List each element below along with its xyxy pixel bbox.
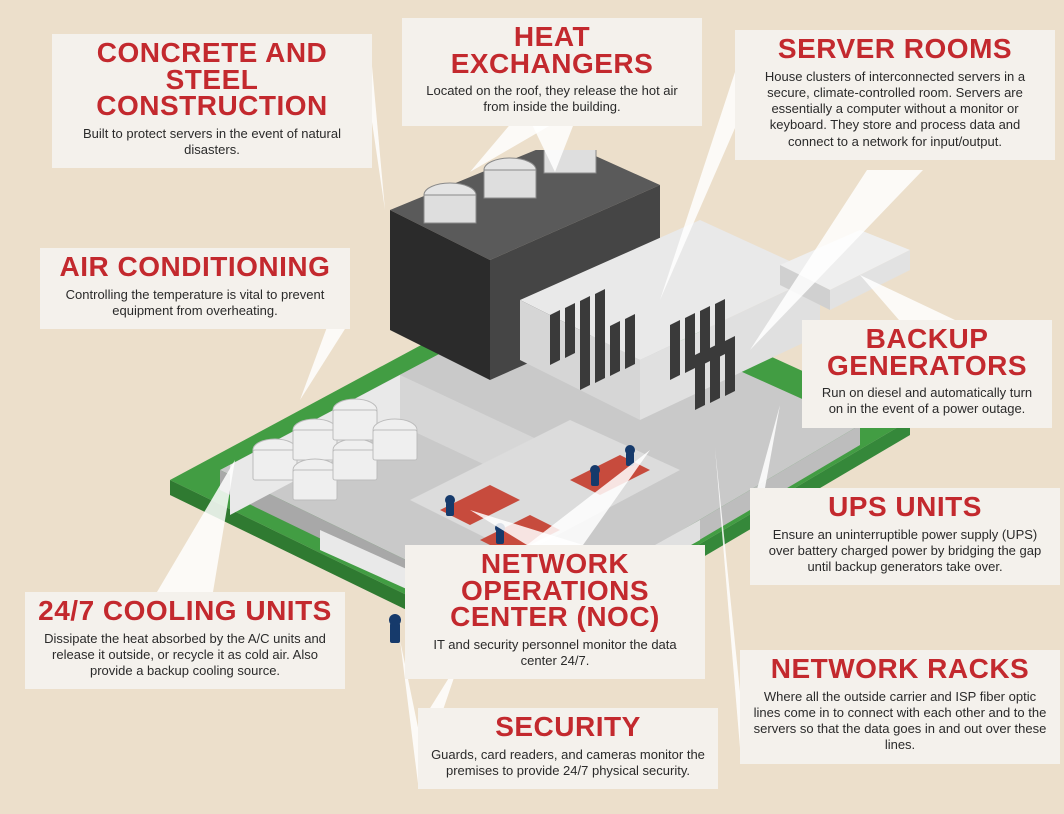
callout-desc: Ensure an uninterruptible power supply (… (762, 527, 1048, 576)
callout-concrete: CONCRETE AND STEEL CONSTRUCTION Built to … (52, 34, 372, 168)
callout-title: NETWORK RACKS (752, 656, 1048, 683)
callout-title: NETWORK OPERATIONS CENTER (NOC) (417, 551, 693, 631)
callout-title: AIR CONDITIONING (52, 254, 338, 281)
callout-title: SERVER ROOMS (747, 36, 1043, 63)
callout-ac: AIR CONDITIONING Controlling the temperat… (40, 248, 350, 329)
callout-title: HEAT EXCHANGERS (414, 24, 690, 77)
callout-security: SECURITY Guards, card readers, and camera… (418, 708, 718, 789)
callout-title: CONCRETE AND STEEL CONSTRUCTION (64, 40, 360, 120)
callout-desc: IT and security personnel monitor the da… (417, 637, 693, 670)
callout-ups: UPS UNITS Ensure an uninterruptible power… (750, 488, 1060, 585)
callout-desc: Run on diesel and automatically turn on … (814, 385, 1040, 418)
callout-heat: HEAT EXCHANGERS Located on the roof, they… (402, 18, 702, 126)
callout-desc: Built to protect servers in the event of… (64, 126, 360, 159)
callout-title: SECURITY (430, 714, 706, 741)
callout-cooling: 24/7 COOLING UNITS Dissipate the heat abs… (25, 592, 345, 689)
callout-desc: Dissipate the heat absorbed by the A/C u… (37, 631, 333, 680)
callout-desc: Located on the roof, they release the ho… (414, 83, 690, 116)
callout-servers: SERVER ROOMS House clusters of interconne… (735, 30, 1055, 160)
callout-desc: Controlling the temperature is vital to … (52, 287, 338, 320)
callout-desc: Guards, card readers, and cameras monito… (430, 747, 706, 780)
callout-title: 24/7 COOLING UNITS (37, 598, 333, 625)
infographic-stage: CONCRETE AND STEEL CONSTRUCTION Built to … (0, 0, 1064, 814)
callout-desc: Where all the outside carrier and ISP fi… (752, 689, 1048, 754)
callout-noc: NETWORK OPERATIONS CENTER (NOC) IT and se… (405, 545, 705, 679)
callout-title: UPS UNITS (762, 494, 1048, 521)
callout-title: BACKUP GENERATORS (814, 326, 1040, 379)
callout-backup: BACKUP GENERATORS Run on diesel and autom… (802, 320, 1052, 428)
callout-racks: NETWORK RACKS Where all the outside carri… (740, 650, 1060, 764)
callout-desc: House clusters of interconnected servers… (747, 69, 1043, 150)
